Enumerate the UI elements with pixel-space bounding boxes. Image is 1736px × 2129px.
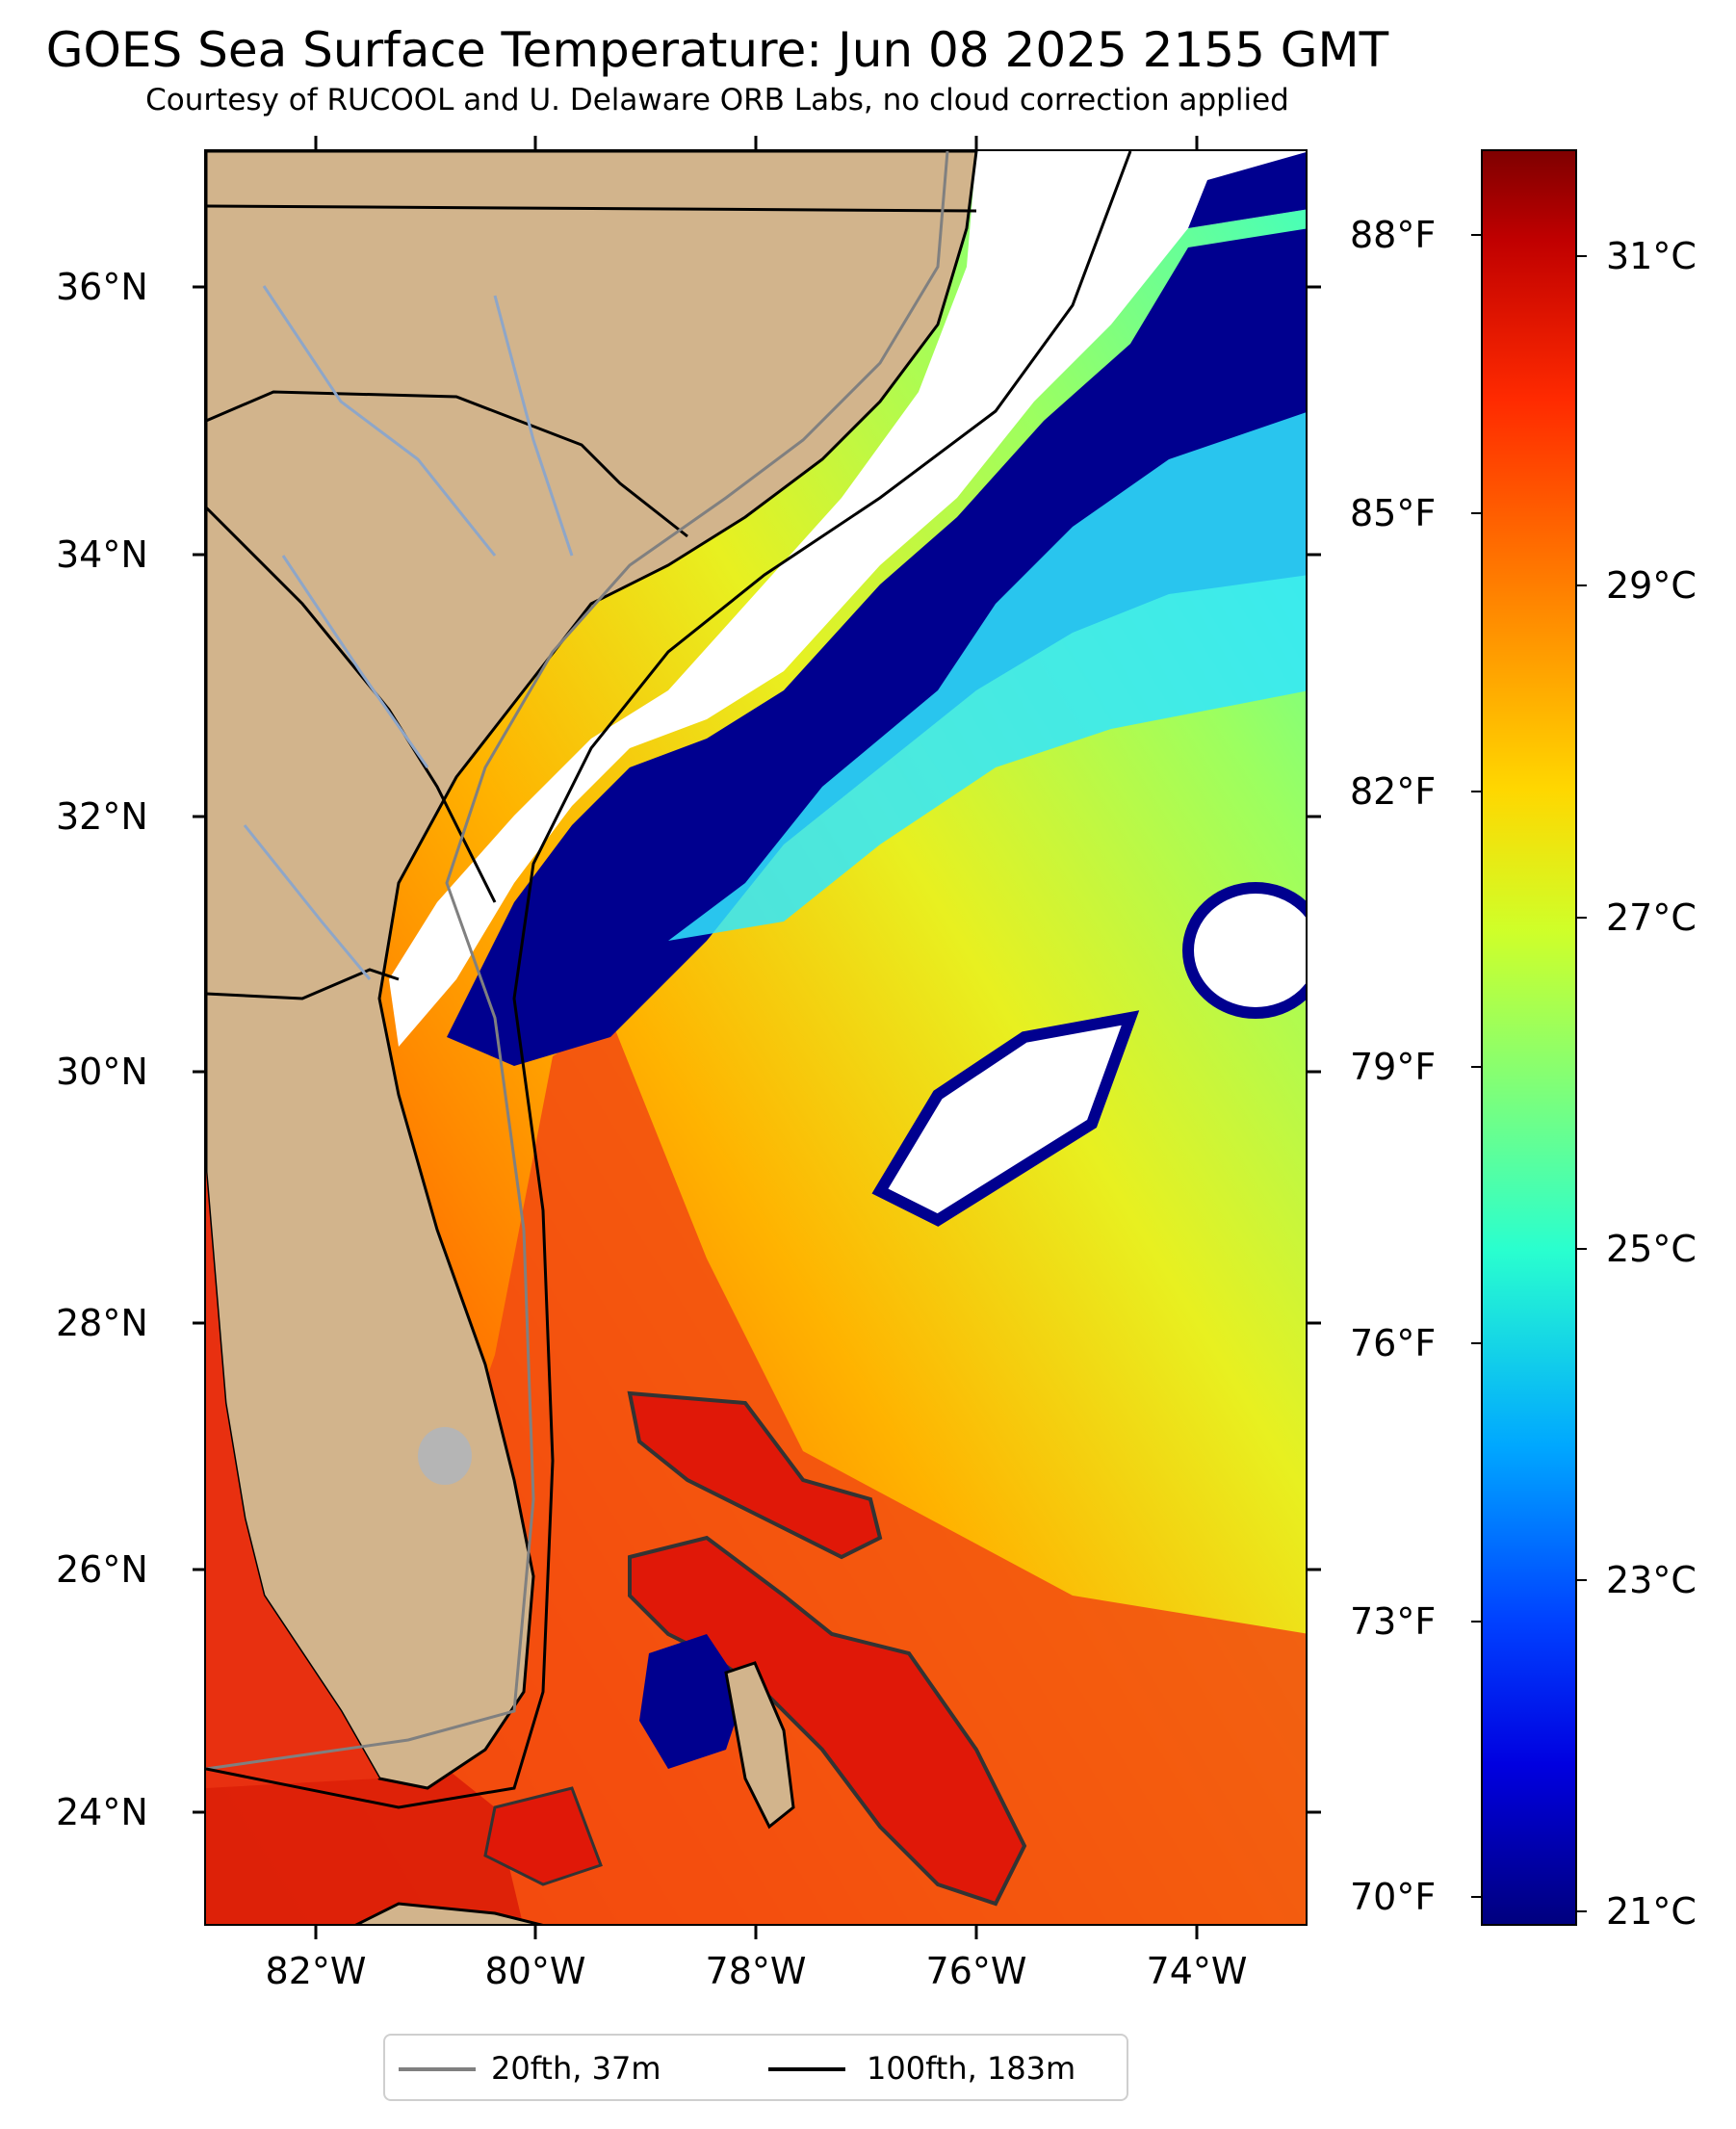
- lat-label-34n: 34°N: [56, 533, 148, 576]
- lake-okeechobee: [418, 1427, 472, 1485]
- lat-label-36n: 36°N: [56, 266, 148, 308]
- lon-label-74w: 74°W: [1146, 1950, 1248, 1992]
- isobath-legend: 20fth, 37m 100fth, 183m: [383, 2034, 1128, 2101]
- rivers: [243, 285, 574, 980]
- lat-label-32n: 32°N: [56, 795, 148, 838]
- isobath-20fth: [206, 151, 949, 1771]
- lon-label-78w: 78°W: [705, 1950, 807, 1992]
- chart-title: GOES Sea Surface Temperature: Jun 08 202…: [45, 22, 1389, 78]
- cloud-gap-central: [871, 1010, 1140, 1227]
- state-border-sc-ga: [206, 506, 497, 903]
- lon-label-82w: 82°W: [265, 1950, 367, 1992]
- andros-cold-patch: [639, 1634, 745, 1769]
- cay-sal-bank: [483, 1786, 603, 1886]
- degf-label-76: 76°F: [1350, 1322, 1437, 1364]
- lat-label-26n: 26°N: [56, 1548, 148, 1591]
- legend-swatch-100fth: [768, 2067, 845, 2071]
- andros-island: [724, 1661, 795, 1830]
- degf-label-82: 82°F: [1350, 770, 1437, 813]
- isobath-100fth: [206, 151, 1132, 1809]
- legend-label-100fth: 100fth, 183m: [867, 2050, 1076, 2087]
- legend-swatch-20fth: [399, 2067, 476, 2071]
- gulf-of-mexico-water: [206, 1172, 379, 1788]
- legend-label-20fth: 20fth, 37m: [491, 2050, 661, 2087]
- degc-label-27: 27°C: [1606, 896, 1697, 939]
- cuba-coast: [354, 1902, 544, 1924]
- cyan-front: [668, 412, 1306, 941]
- lat-label-24n: 24°N: [56, 1791, 148, 1833]
- cold-shelf-band: [447, 228, 1306, 1066]
- sst-map[interactable]: [204, 149, 1308, 1926]
- lon-label-76w: 76°W: [925, 1950, 1027, 1992]
- degf-label-73: 73°F: [1350, 1600, 1437, 1643]
- degf-label-79: 79°F: [1350, 1046, 1437, 1088]
- degc-label-25: 25°C: [1606, 1228, 1697, 1270]
- degc-label-21: 21°C: [1606, 1890, 1697, 1933]
- degf-label-85: 85°F: [1350, 492, 1437, 534]
- cloud-gap-east: [1182, 882, 1306, 1019]
- degc-label-23: 23°C: [1606, 1559, 1697, 1601]
- degf-label-70: 70°F: [1350, 1876, 1437, 1918]
- state-border-va-nc: [206, 204, 977, 213]
- degc-label-29: 29°C: [1606, 564, 1697, 607]
- lon-label-80w: 80°W: [484, 1950, 586, 1992]
- lat-label-28n: 28°N: [56, 1302, 148, 1344]
- lat-label-30n: 30°N: [56, 1051, 148, 1093]
- degf-label-88: 88°F: [1350, 214, 1437, 256]
- state-border-ga-fl: [206, 968, 400, 1000]
- chart-subtitle: Courtesy of RUCOOL and U. Delaware ORB L…: [145, 83, 1289, 117]
- no-data-coastal: [389, 151, 1306, 1047]
- no-data-north-patch: [1188, 152, 1306, 228]
- degc-label-31: 31°C: [1606, 235, 1697, 277]
- temperature-colorbar: [1481, 149, 1577, 1926]
- bahamas-little-bank: [627, 1390, 883, 1560]
- state-border-nc-sc: [206, 390, 688, 538]
